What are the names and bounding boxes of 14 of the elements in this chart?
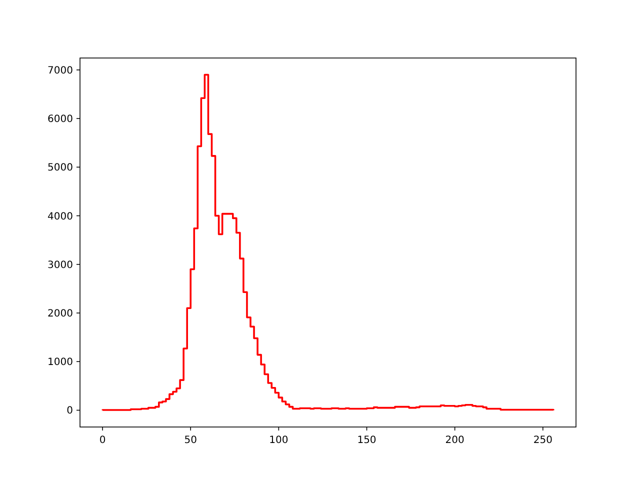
x-tick-label: 50 <box>184 435 197 446</box>
x-tick-label: 250 <box>533 435 552 446</box>
y-tick-label: 6000 <box>48 114 73 126</box>
x-tick-label: 100 <box>269 435 288 446</box>
y-tick-label: 7000 <box>48 65 73 76</box>
y-tick-label: 4000 <box>48 211 73 222</box>
y-tick-label: 3000 <box>48 260 73 271</box>
y-tick-label: 2000 <box>48 308 73 320</box>
y-tick-label: 5000 <box>48 162 73 174</box>
x-tick-label: 200 <box>445 435 464 446</box>
y-tick-label: 1000 <box>48 357 73 368</box>
x-tick-label: 150 <box>357 435 376 446</box>
x-tick-label: 0 <box>99 435 106 446</box>
y-tick-label: 0 <box>66 406 73 417</box>
